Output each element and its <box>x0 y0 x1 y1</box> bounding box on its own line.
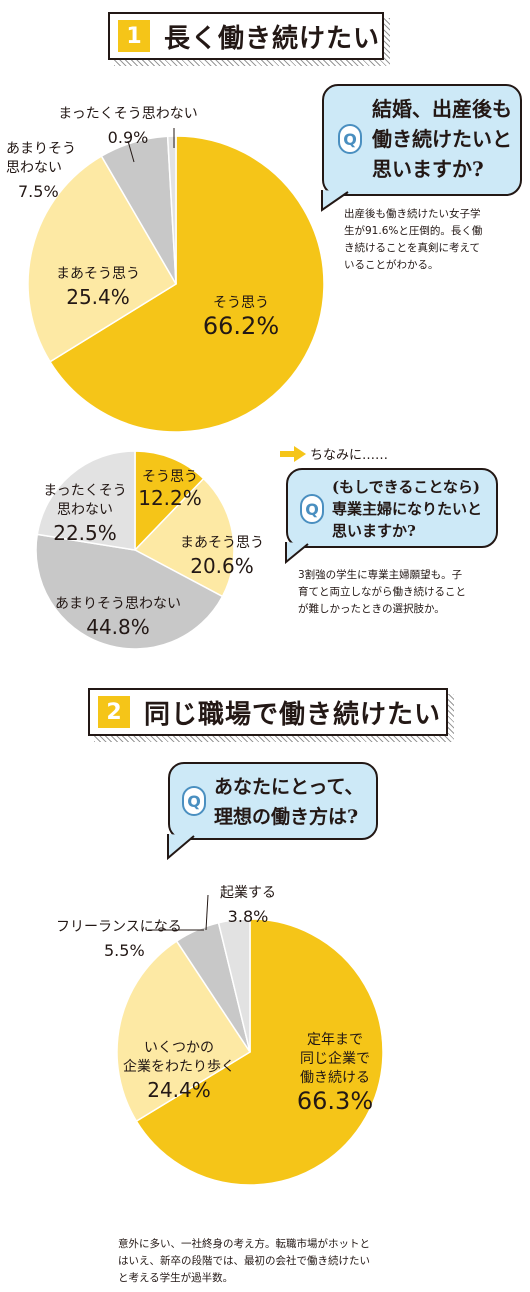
section1-title: 長く働き続けたい <box>164 23 381 54</box>
section2-note: 意外に多い、一社終身の考え方。転職市場がホットと はいえ、新卒の段階では、最初の… <box>118 1238 370 1284</box>
section2-banner: 2 同じ職場で働き続けたい <box>88 688 454 742</box>
pie2-slice-2 <box>35 533 224 650</box>
pie3-slice-0 <box>135 918 384 1186</box>
pie1-slice-1 <box>27 155 178 363</box>
q-icon: Q <box>300 494 324 524</box>
bubble-3-tail <box>167 834 195 860</box>
pie2-slice-0 <box>134 450 205 552</box>
pie3-slice-1 <box>116 940 252 1123</box>
section2-title: 同じ職場で働き続けたい <box>144 699 442 730</box>
pie1-label-2: あまりそう 思わない 7.5% <box>6 141 76 201</box>
pie1-label-3: まったくそう思わない 0.9% <box>58 106 198 147</box>
question-bubble-3: Q あなたにとって、 理想の働き方は? <box>168 762 378 840</box>
pie3-label-0: 定年まで 同じ企業で 働き続ける 66.3% <box>296 1032 374 1115</box>
bubble-2-tail <box>285 542 309 564</box>
section1-note: 出産後も働き続けたい女子学 生が91.6%と圧倒的。長く働 き続けることを真剣に… <box>344 208 483 271</box>
pie2-label-1: まあそう思う 20.6% <box>180 535 264 578</box>
pie2-slice-3 <box>36 450 136 551</box>
section2-number: 2 <box>98 696 130 728</box>
arrow-right-icon <box>280 446 306 462</box>
question-text-1: 結婚、出産後も 働き続けたいと 思いますか? <box>372 97 512 181</box>
pie1-label-1: まあそう思う 25.4% <box>56 266 140 309</box>
question-bubble-1: Q 結婚、出産後も 働き続けたいと 思いますか? <box>322 84 522 196</box>
pie1-slice-0 <box>49 135 325 433</box>
pie1-leader-1 <box>127 140 135 163</box>
pie2-label-3: まったくそう 思わない 22.5% <box>43 483 127 545</box>
question-bubble-2: Q (もしできることなら) 専業主婦になりたいと 思いますか? <box>286 468 498 548</box>
bubble-1-tail <box>321 190 349 212</box>
pie1 <box>27 135 325 433</box>
pie3-leader-0 <box>205 894 209 931</box>
pie2-label-2: あまりそう思わない 44.8% <box>55 596 181 639</box>
side-note: 3割強の学生に専業主婦願望も。子 育てと両立しながら働き続けること が難しかった… <box>298 569 466 615</box>
pie2 <box>35 450 235 650</box>
pie2-slice-1 <box>133 477 235 598</box>
q-icon: Q <box>182 786 206 816</box>
pie2-label-0: そう思う 12.2% <box>138 469 202 510</box>
question-text-3: あなたにとって、 理想の働き方は? <box>214 776 364 828</box>
pie3-label-2: フリーランスになる 5.5% <box>56 919 182 960</box>
aside-label: ちなみに…… <box>310 448 389 463</box>
section1-number: 1 <box>118 20 150 52</box>
pie3-label-3: 起業する 3.8% <box>220 885 276 926</box>
pie1-label-0: そう思う 66.2% <box>202 295 280 340</box>
pie1-slice-3 <box>166 135 177 285</box>
pie3-label-1: いくつかの 企業をわたり歩く 24.4% <box>123 1040 235 1102</box>
q-icon: Q <box>338 124 362 154</box>
pie3-slice-3 <box>217 918 251 1053</box>
question-text-2: (もしできることなら) 専業主婦になりたいと 思いますか? <box>332 478 483 540</box>
section1-banner: 1 長く働き続けたい <box>108 12 390 66</box>
